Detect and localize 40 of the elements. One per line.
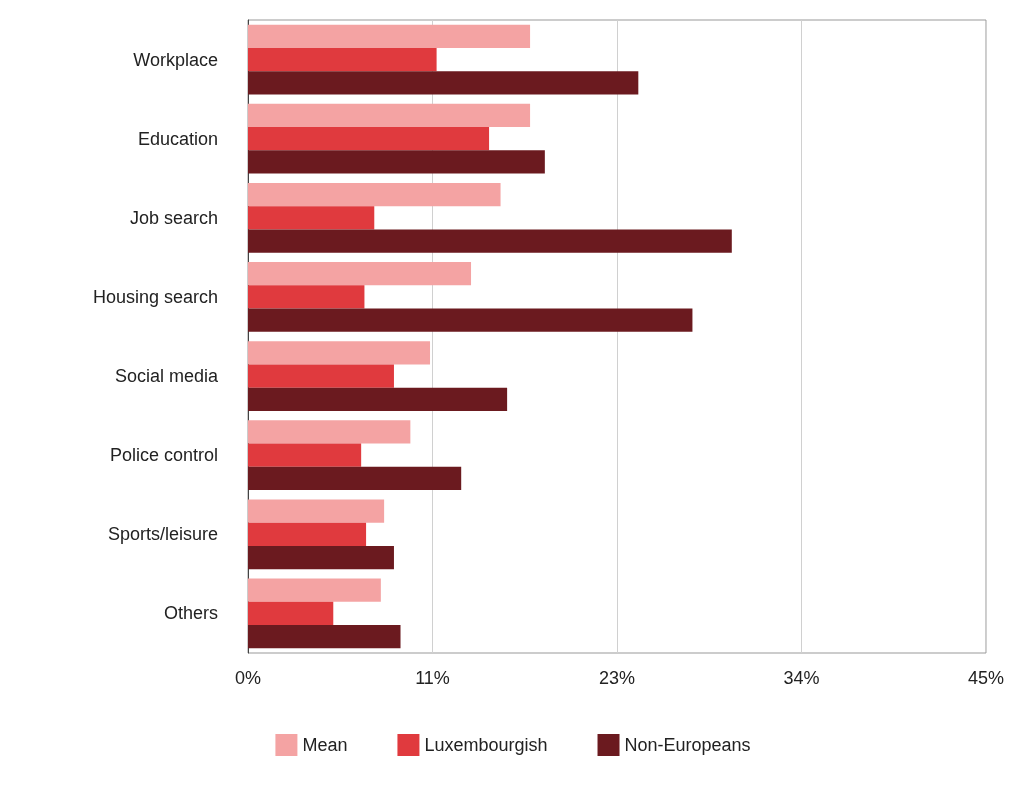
x-tick-label: 11% xyxy=(415,668,450,688)
bar xyxy=(248,578,381,602)
bar xyxy=(248,443,362,467)
bar xyxy=(248,206,375,230)
y-tick-label: Education xyxy=(137,128,218,149)
bar xyxy=(248,71,639,95)
y-tick-label: Police control xyxy=(109,445,218,466)
y-tick-label: Job search xyxy=(129,207,218,228)
bar xyxy=(248,420,411,444)
bar xyxy=(248,262,472,286)
bar xyxy=(248,285,365,309)
bar xyxy=(248,499,385,523)
x-tick-label: 23% xyxy=(598,668,636,688)
bar xyxy=(248,229,732,253)
bar xyxy=(248,601,334,626)
x-tick-label: 0% xyxy=(234,668,262,688)
bar xyxy=(248,625,401,649)
y-tick-label: Housing search xyxy=(92,286,218,307)
legend-label: Luxembourgish xyxy=(424,735,548,755)
x-tick-label: 34% xyxy=(783,668,820,688)
bar xyxy=(248,387,508,411)
bar xyxy=(248,466,462,490)
bar xyxy=(248,183,501,207)
bar xyxy=(248,522,367,546)
bar xyxy=(248,24,531,48)
bar xyxy=(248,545,394,570)
bar xyxy=(248,103,531,128)
legend-label: Non-Europeans xyxy=(624,735,751,755)
bar xyxy=(248,47,437,72)
bar xyxy=(248,341,431,365)
bar xyxy=(248,127,490,151)
y-tick-label: Social media xyxy=(114,366,219,387)
bar xyxy=(248,308,693,332)
legend-label: Mean xyxy=(302,735,348,755)
x-tick-label: 45% xyxy=(967,668,1005,688)
y-tick-label: Sports/leisure xyxy=(107,524,218,545)
y-tick-label: Workplace xyxy=(133,49,218,70)
y-tick-label: Others xyxy=(163,603,218,624)
bar xyxy=(248,364,394,388)
bar xyxy=(248,150,545,174)
